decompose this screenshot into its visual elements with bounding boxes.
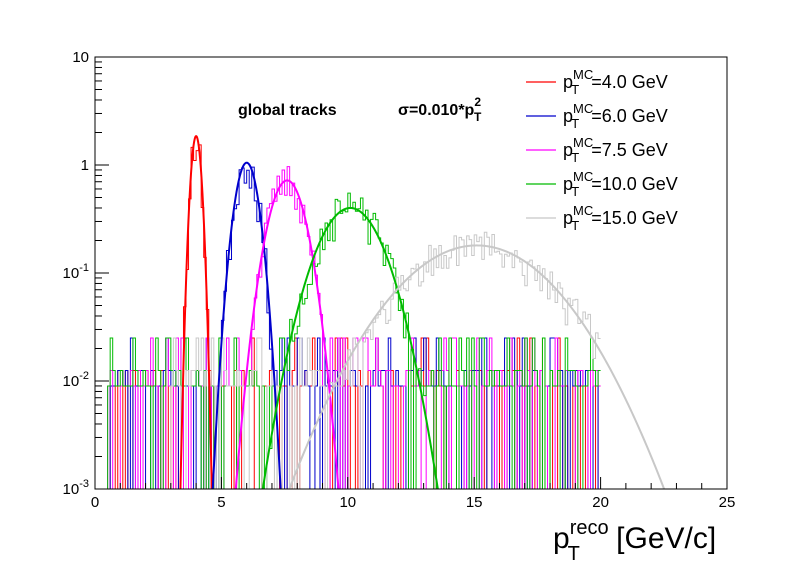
- x-axis-label: preco T [GeV/c]: [553, 517, 716, 565]
- legend-label-sup: MC: [573, 203, 593, 218]
- legend-label-sup: MC: [573, 101, 593, 116]
- y-tick-label-base: 10: [63, 373, 80, 390]
- y-tick-label-base: 10: [63, 265, 80, 282]
- y-tick-label: 10-1: [63, 262, 89, 282]
- y-tick-label-base: 10: [72, 49, 89, 66]
- legend-label-base: p: [563, 208, 573, 228]
- annotation-resolution-sup: 2: [474, 95, 481, 109]
- x-tick-label: 5: [217, 494, 225, 511]
- x-tick-label: 0: [91, 494, 99, 511]
- legend-label-base: p: [563, 106, 573, 126]
- legend-label-sup: MC: [573, 67, 593, 82]
- legend-label-base: p: [563, 72, 573, 92]
- annotation-resolution-prefix: σ=0.010*p: [398, 102, 475, 119]
- legend-label-value: =15.0 GeV: [591, 208, 678, 228]
- fit-curve-7.5-gev: [234, 179, 340, 489]
- legend-label-sub: T: [571, 218, 579, 233]
- x-axis-label-base: p: [553, 522, 570, 555]
- x-tick-label: 20: [592, 494, 609, 511]
- annotation-resolution: σ=0.010*p2 T: [398, 95, 482, 124]
- x-tick-label: 15: [466, 494, 483, 511]
- y-tick-label: 10-2: [63, 370, 89, 390]
- fit-curve-group: [179, 135, 666, 489]
- legend-label-base: p: [563, 174, 573, 194]
- fit-curve-4.0-gev: [179, 135, 213, 489]
- y-tick-label-exponent: -2: [79, 370, 89, 382]
- x-axis-label-sub: T: [568, 543, 580, 565]
- x-axis-label-rest: [GeV/c]: [608, 522, 716, 555]
- legend-label-value: =7.5 GeV: [591, 140, 668, 160]
- legend-label-sub: T: [571, 82, 579, 97]
- x-axis: 0 5 10 15 20 25: [91, 477, 736, 511]
- fit-curve-6.0-gev: [211, 161, 282, 489]
- legend-label-sub: T: [571, 116, 579, 131]
- fit-curve-15.0-gev: [288, 244, 666, 489]
- legend-entry-label: pMC T =4.0 GeV: [563, 67, 668, 97]
- y-tick-label: 10-3: [63, 478, 89, 498]
- legend-entry-label: pMC T =6.0 GeV: [563, 101, 668, 131]
- legend-label-value: =6.0 GeV: [591, 106, 668, 126]
- fit-curve-10.0-gev: [261, 206, 439, 489]
- y-tick-label-base: 1: [81, 157, 89, 174]
- x-tick-label: 10: [339, 494, 356, 511]
- x-axis-label-sup: reco: [570, 517, 609, 539]
- legend-label-value: =10.0 GeV: [591, 174, 678, 194]
- annotation-global-tracks: global tracks: [238, 102, 337, 119]
- legend-label-sup: MC: [573, 169, 593, 184]
- legend-label-value: =4.0 GeV: [591, 72, 668, 92]
- x-tick-label: 25: [719, 494, 736, 511]
- legend-label-sub: T: [571, 150, 579, 165]
- y-tick-label: 10: [72, 49, 89, 66]
- legend-entry-label: pMC T =10.0 GeV: [563, 169, 678, 199]
- legend-label-sup: MC: [573, 135, 593, 150]
- legend-entry-label: pMC T =7.5 GeV: [563, 135, 668, 165]
- legend-label-sub: T: [571, 184, 579, 199]
- legend-label-base: p: [563, 140, 573, 160]
- histogram-10.0-gev: [107, 192, 601, 489]
- y-tick-label-base: 10: [63, 481, 80, 498]
- y-tick-label-exponent: -3: [79, 478, 89, 490]
- legend-entry-label: pMC T =15.0 GeV: [563, 203, 678, 233]
- y-tick-label: 1: [81, 157, 89, 174]
- annotation-resolution-sub: T: [474, 110, 482, 124]
- y-tick-label-exponent: -1: [79, 262, 89, 274]
